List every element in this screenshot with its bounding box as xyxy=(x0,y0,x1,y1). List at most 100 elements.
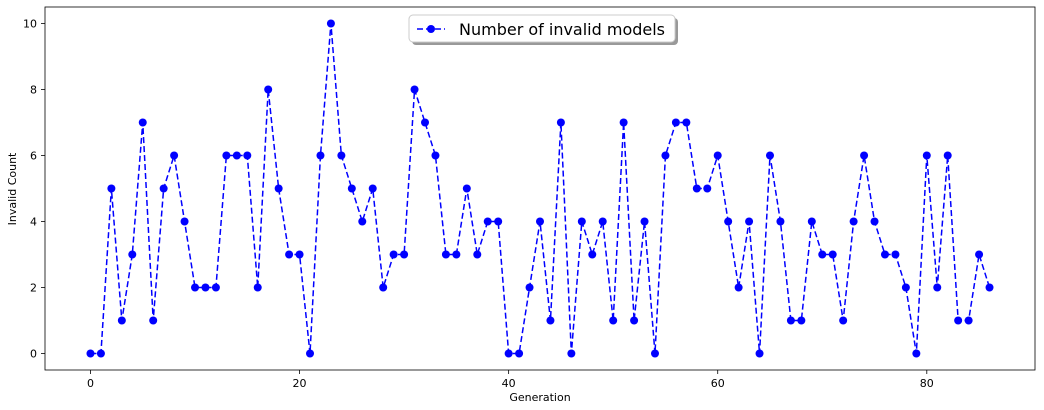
legend-label: Number of invalid models xyxy=(459,20,665,39)
data-point xyxy=(515,349,524,358)
legend-box xyxy=(408,14,676,43)
data-point xyxy=(400,250,409,259)
data-point xyxy=(671,118,680,127)
data-point xyxy=(765,151,774,160)
data-point xyxy=(922,151,931,160)
data-point xyxy=(536,217,544,226)
series-points xyxy=(86,19,994,358)
data-point xyxy=(577,217,586,226)
data-point xyxy=(640,217,649,226)
data-point xyxy=(598,217,607,226)
data-point xyxy=(619,118,628,127)
data-point xyxy=(211,283,220,292)
data-point xyxy=(285,250,294,259)
data-point xyxy=(661,151,670,160)
data-point xyxy=(326,19,335,28)
data-point xyxy=(347,184,356,193)
data-point xyxy=(138,118,147,127)
data-point xyxy=(368,184,377,193)
x-tick-label: 40 xyxy=(502,377,516,390)
data-point xyxy=(880,250,889,259)
data-point xyxy=(985,283,994,292)
data-point xyxy=(473,250,482,259)
data-point xyxy=(703,184,712,193)
y-tick-label: 0 xyxy=(30,348,37,361)
data-point xyxy=(483,217,492,226)
data-point xyxy=(724,217,733,226)
y-axis-label: Invalid Count xyxy=(6,152,19,225)
data-point xyxy=(96,349,105,358)
data-point xyxy=(264,85,273,94)
x-tick-label: 80 xyxy=(920,377,934,390)
data-point xyxy=(797,316,806,325)
data-point xyxy=(170,151,179,160)
data-point xyxy=(337,151,346,160)
data-point xyxy=(692,184,701,193)
data-point xyxy=(912,349,921,358)
y-tick-label: 4 xyxy=(30,216,37,229)
data-point xyxy=(975,250,984,259)
data-point xyxy=(807,217,816,226)
data-point xyxy=(870,217,879,226)
data-point xyxy=(243,151,252,160)
x-tick-label: 60 xyxy=(711,377,725,390)
data-point xyxy=(274,184,283,193)
x-tick-label: 0 xyxy=(87,377,94,390)
data-point xyxy=(734,283,743,292)
data-point xyxy=(462,184,471,193)
data-point xyxy=(755,349,764,358)
data-point xyxy=(786,316,795,325)
data-point xyxy=(650,349,659,358)
data-point xyxy=(954,316,963,325)
data-point xyxy=(567,349,576,358)
data-point xyxy=(316,151,325,160)
data-point xyxy=(379,283,388,292)
data-point xyxy=(849,217,858,226)
x-axis-label: Generation xyxy=(509,391,570,404)
data-point xyxy=(828,250,837,259)
data-point xyxy=(546,316,555,325)
data-point xyxy=(964,316,973,325)
data-point xyxy=(609,316,618,325)
data-point xyxy=(410,85,419,94)
data-point xyxy=(421,118,430,127)
data-point xyxy=(525,283,534,292)
legend-marker-sample xyxy=(427,25,435,33)
x-tick-label: 20 xyxy=(293,377,307,390)
data-point xyxy=(713,151,722,160)
data-point xyxy=(180,217,189,226)
data-point xyxy=(682,118,691,127)
data-point xyxy=(588,250,597,259)
y-tick-label: 8 xyxy=(30,84,37,97)
data-point xyxy=(556,118,565,127)
x-axis-ticks: 0 20 40 60 80 xyxy=(87,370,934,390)
data-point xyxy=(452,250,461,259)
data-point xyxy=(191,283,200,292)
data-point xyxy=(201,283,210,292)
data-point xyxy=(128,250,137,259)
data-point xyxy=(306,349,315,358)
data-point xyxy=(253,283,262,292)
data-point xyxy=(149,316,158,325)
data-point xyxy=(494,217,503,226)
data-point xyxy=(943,151,952,160)
data-point xyxy=(107,184,116,193)
data-point xyxy=(222,151,231,160)
data-point xyxy=(117,316,126,325)
data-point xyxy=(86,349,95,358)
y-tick-label: 10 xyxy=(23,18,37,31)
plot-area xyxy=(44,6,1036,371)
data-point xyxy=(232,151,241,160)
data-point xyxy=(159,184,168,193)
data-point xyxy=(358,217,367,226)
data-point xyxy=(630,316,639,325)
y-axis-ticks: 0 2 4 6 8 10 xyxy=(23,18,45,361)
data-point xyxy=(860,151,869,160)
data-point xyxy=(839,316,848,325)
y-tick-label: 6 xyxy=(30,150,37,163)
legend: Number of invalid models xyxy=(408,14,678,45)
data-point xyxy=(441,250,450,259)
data-point xyxy=(776,217,785,226)
data-point xyxy=(389,250,398,259)
